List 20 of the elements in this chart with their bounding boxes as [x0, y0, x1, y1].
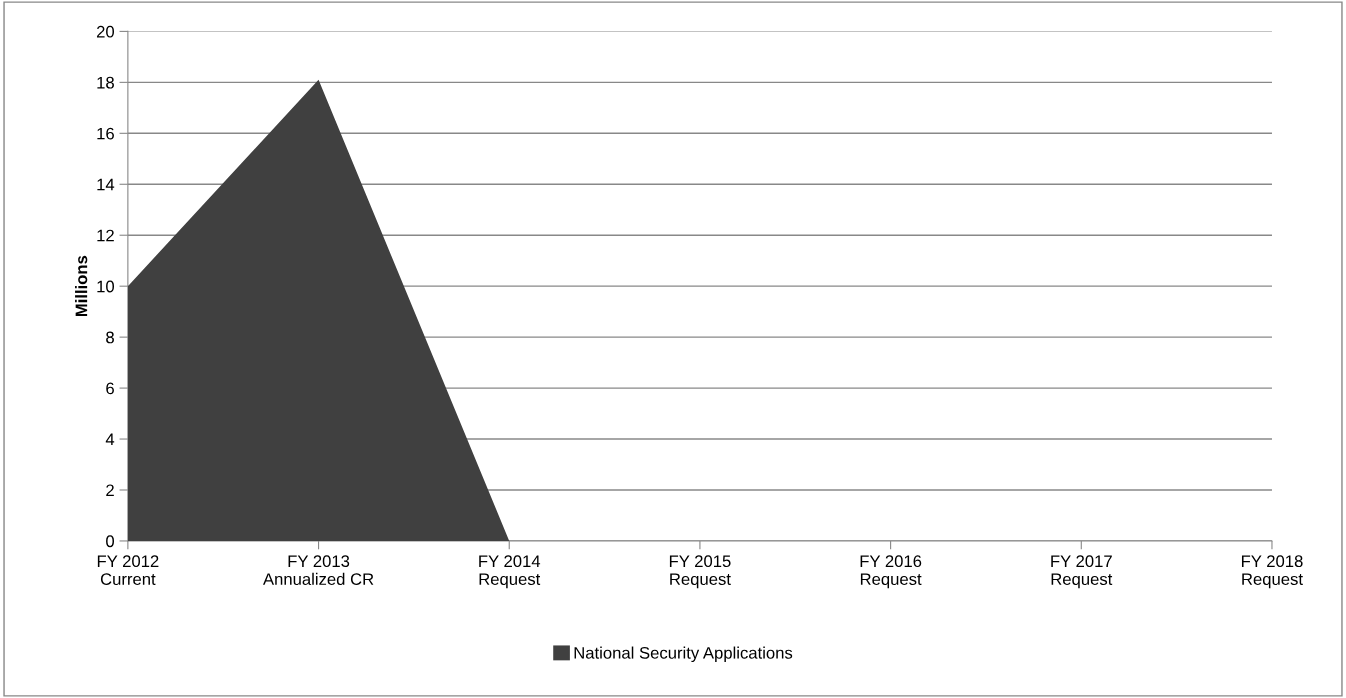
y-tick-label: 2	[106, 484, 114, 497]
y-tick-label: 6	[106, 382, 114, 395]
y-axis-title: Millions	[75, 255, 88, 317]
x-tick-label: FY 2017 Request	[1051, 555, 1113, 589]
x-tick-label: FY 2018 Request	[1241, 555, 1303, 589]
x-tick-label: FY 2014 Request	[479, 555, 541, 589]
y-tick-label: 0	[106, 535, 115, 548]
y-tick-label: 4	[105, 433, 115, 446]
y-tick-label: 12	[97, 229, 114, 242]
legend-label: National Security Applications	[574, 646, 793, 663]
x-tick-label: FY 2015 Request	[669, 555, 731, 589]
x-tick-label: FY 2012 Current	[97, 555, 159, 586]
x-tick-label: FY 2013 Annualized CR	[263, 555, 374, 586]
y-tick-label: 20	[96, 25, 115, 38]
y-tick-label: 18	[97, 76, 114, 89]
y-tick-label: 14	[97, 178, 115, 191]
y-tick-label: 8	[106, 331, 114, 344]
x-tick-label: FY 2016 Request	[860, 555, 922, 589]
y-tick-label: 16	[97, 127, 114, 140]
y-tick-label: 10	[97, 280, 115, 293]
